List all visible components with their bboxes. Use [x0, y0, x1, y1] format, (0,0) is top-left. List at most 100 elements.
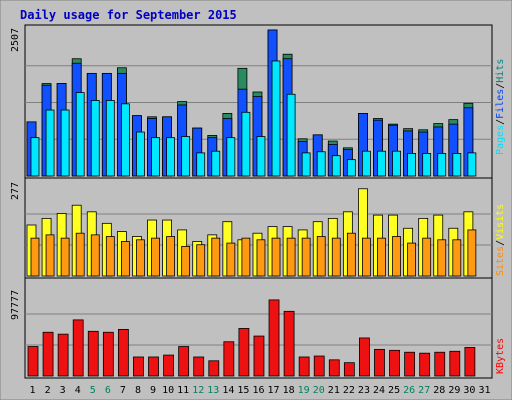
kbytes-ymax-label: 97777: [10, 290, 21, 320]
kbytes-bar: [268, 299, 280, 377]
sites-bar: [105, 236, 115, 277]
x-tick-label: 8: [135, 385, 141, 396]
pages-bar: [362, 150, 371, 177]
pages-bar: [226, 137, 236, 177]
x-tick-label: 26: [403, 385, 415, 396]
x-axis-labels: 1 2 3 4 5 6 7 8 9 10 11 12 13 14 15 16 17 18 19 20 21 22 23 24 2…: [30, 385, 491, 396]
sites-bar: [452, 239, 462, 277]
pages-bar: [211, 150, 221, 177]
sites-bar: [90, 234, 100, 277]
x-tick-label: 6: [105, 385, 111, 396]
x-tick-label: 21: [328, 385, 340, 396]
x-tick-label: 19: [298, 385, 310, 396]
kbytes-bar: [343, 362, 355, 377]
kbytes-bar: [434, 351, 446, 377]
x-tick-label: 2: [45, 385, 51, 396]
x-tick-label: 17: [268, 385, 280, 396]
x-tick-label: 5: [90, 385, 96, 396]
kbytes-bar: [253, 335, 265, 377]
sites-bar: [377, 237, 386, 277]
x-tick-label: 27: [418, 385, 430, 396]
sites-bar: [422, 237, 432, 277]
kbytes-bar: [449, 350, 461, 377]
kbytes-bars: [27, 299, 476, 377]
pages-bar: [346, 159, 356, 177]
legend-hits: Hits: [495, 59, 506, 83]
kbytes-bar: [359, 337, 370, 377]
hits-legend: Pages/Files/Hits: [495, 59, 506, 155]
kbytes-bar: [57, 333, 69, 377]
pages-bar: [120, 103, 130, 177]
sites-bar: [226, 242, 236, 277]
sites-bar: [166, 236, 175, 277]
sites-bar: [407, 242, 417, 277]
legend-pages: Pages: [495, 125, 506, 155]
pages-bar: [437, 153, 447, 177]
x-tick-label: 30: [463, 385, 475, 396]
sites-bar: [301, 237, 311, 277]
kbytes-bar: [163, 354, 174, 377]
sites-bar: [30, 237, 40, 277]
pages-bar: [392, 150, 401, 177]
pages-bar: [241, 111, 251, 177]
kbytes-bar: [283, 310, 295, 377]
kbytes-bar: [208, 360, 220, 377]
x-tick-label: 11: [177, 385, 189, 396]
legend-sites: Sites: [495, 246, 506, 276]
x-tick-label: 12: [192, 385, 204, 396]
kbytes-bar: [102, 331, 114, 377]
pages-bar: [90, 100, 100, 177]
kbytes-bar: [133, 356, 144, 377]
x-tick-label: 25: [388, 385, 400, 396]
sites-bar: [181, 245, 191, 277]
pages-bar: [166, 137, 175, 177]
x-tick-label: 18: [283, 385, 295, 396]
hits-ymax-label: 2507: [10, 28, 21, 52]
kbytes-bar: [178, 346, 190, 377]
kbytes-bar: [389, 349, 400, 377]
kbytes-bar: [72, 319, 84, 377]
pages-bar: [256, 136, 266, 177]
sites-bar: [271, 237, 281, 277]
pages-bar: [407, 153, 417, 177]
kbytes-bar: [87, 330, 99, 377]
x-tick-label: 20: [313, 385, 325, 396]
pages-bar: [422, 153, 432, 177]
sites-bar: [45, 234, 55, 277]
legend-files: Files: [495, 89, 506, 119]
legend-kbytes: KBytes: [495, 338, 506, 374]
pages-bar: [75, 92, 85, 177]
x-tick-label: 4: [75, 385, 81, 396]
sites-bar: [437, 239, 447, 277]
pages-bar: [286, 93, 296, 177]
x-tick-label: 31: [478, 385, 490, 396]
sites-bar: [60, 237, 70, 277]
sites-bar: [75, 232, 85, 277]
chart-title: Daily usage for September 2015: [20, 8, 237, 22]
kbytes-bar: [117, 328, 129, 377]
sites-bar: [136, 239, 145, 277]
pages-bar: [136, 131, 145, 177]
visits-legend: Sites/Visits: [495, 204, 506, 276]
sites-bar: [256, 239, 266, 277]
sites-bar: [467, 229, 477, 277]
x-tick-label: 7: [120, 385, 126, 396]
sites-bar: [241, 237, 251, 277]
sites-bar: [316, 236, 326, 277]
pages-bar: [196, 152, 206, 177]
x-tick-label: 15: [237, 385, 249, 396]
kbytes-bar: [193, 356, 205, 377]
pages-bar: [30, 137, 40, 177]
kbytes-bar: [404, 351, 416, 377]
visits-bars: [26, 188, 477, 277]
kbytes-bar: [298, 356, 310, 377]
svg-text:Sites/Visits: Sites/Visits: [495, 204, 506, 276]
pages-bar: [151, 137, 160, 177]
svg-text:Pages/Files/Hits: Pages/Files/Hits: [495, 59, 506, 155]
kbytes-bar: [464, 347, 476, 377]
kbytes-bar: [328, 359, 340, 377]
x-tick-label: 10: [162, 385, 174, 396]
x-tick-label: 13: [207, 385, 219, 396]
sites-bar: [211, 237, 221, 277]
